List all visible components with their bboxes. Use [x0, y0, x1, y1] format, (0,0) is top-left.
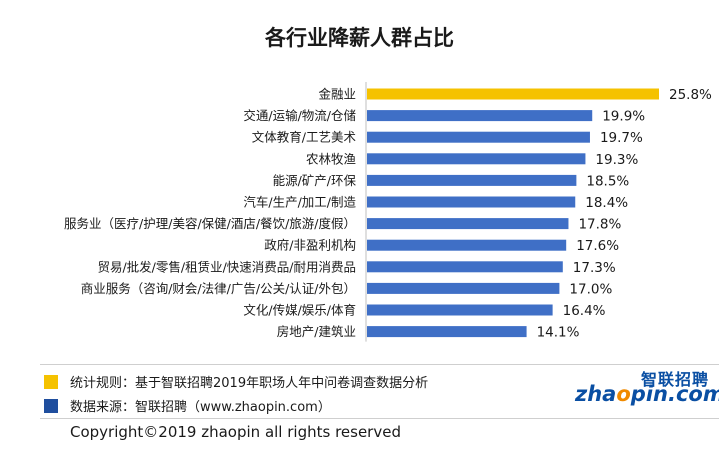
data-label: 19.3%: [595, 152, 638, 168]
data-label: 18.5%: [586, 173, 629, 189]
bar: [367, 304, 553, 316]
data-label: 17.8%: [578, 217, 621, 233]
bar: [367, 131, 590, 143]
legend-text-rule: 统计规则：基于智联招聘2019年职场人年中问卷调查数据分析: [70, 376, 429, 391]
bar: [367, 218, 569, 230]
logo-en-text: zhaopin.com: [575, 382, 719, 406]
category-label: 政府/非盈利机构: [264, 238, 356, 253]
data-label: 17.6%: [576, 238, 619, 254]
bar: [367, 174, 577, 186]
category-label: 汽车/生产/加工/制造: [243, 195, 356, 210]
category-label: 交通/运输/物流/仓储: [243, 108, 356, 123]
copyright-text: Copyright©2019 zhaopin all rights reserv…: [70, 423, 401, 441]
bar: [367, 88, 659, 100]
data-label: 18.4%: [585, 195, 628, 211]
category-label: 房地产/建筑业: [277, 324, 356, 339]
legend-swatch-blue: [44, 398, 58, 413]
category-label: 服务业（医疗/护理/美容/保健/酒店/餐饮/旅游/度假）: [64, 216, 356, 231]
bar: [367, 110, 593, 122]
bar: [367, 282, 560, 294]
category-label: 商业服务（咨询/财会/法律/广告/公关/认证/外包）: [81, 281, 356, 296]
category-label: 金融业: [318, 87, 356, 102]
logo-cn-text: 智联招聘: [640, 370, 709, 389]
zhaopin-logo: 智联招聘 zhaopin.com: [575, 366, 719, 410]
legend-item-source: 数据来源：智联招聘（www.zhaopin.com）: [44, 396, 331, 415]
data-label: 16.4%: [563, 303, 606, 319]
category-label: 能源/矿产/环保: [273, 173, 357, 188]
bar: [367, 326, 527, 338]
legend-divider-top: [40, 364, 719, 365]
bar: [367, 239, 567, 251]
legend-text-source: 数据来源：智联招聘（www.zhaopin.com）: [70, 400, 331, 415]
bar-chart: 金融业 25.8% 交通/运输/物流/仓储 19.9% 文体教育/工艺美术 19.7% 农林…: [64, 82, 712, 342]
legend-swatch-yellow: [44, 374, 58, 389]
data-label: 25.8%: [669, 87, 712, 103]
legend-divider-bottom: [40, 418, 719, 419]
bar: [367, 196, 576, 208]
chart-title: 各行业降薪人群占比: [265, 26, 454, 50]
category-label: 农林牧渔: [306, 151, 356, 166]
logo-accent: o: [616, 382, 631, 406]
data-label: 17.0%: [569, 281, 612, 297]
data-label: 14.1%: [537, 325, 580, 341]
data-label: 19.9%: [602, 109, 645, 125]
data-label: 17.3%: [573, 260, 616, 276]
category-label: 贸易/批发/零售/租赁业/快速消费品/耐用消费品: [97, 259, 356, 274]
data-label: 19.7%: [600, 130, 643, 146]
bar: [367, 153, 586, 165]
category-label: 文化/传媒/娱乐/体育: [243, 303, 356, 318]
legend-item-rule: 统计规则：基于智联招聘2019年职场人年中问卷调查数据分析: [44, 372, 428, 391]
category-label: 文体教育/工艺美术: [252, 130, 357, 145]
bar: [367, 261, 563, 273]
